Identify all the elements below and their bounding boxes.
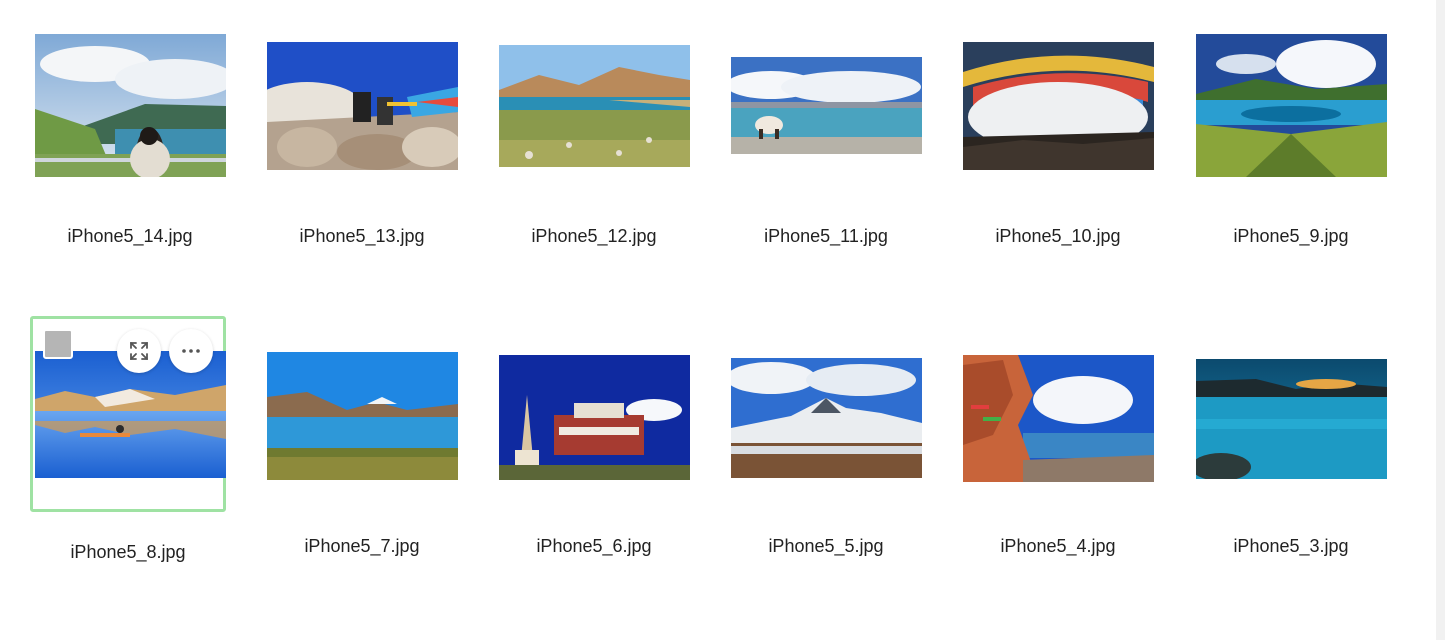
file-name-label[interactable]: iPhone5_13.jpg [299, 226, 425, 246]
thumbnail-frame[interactable] [960, 0, 1156, 196]
thumbnail-image[interactable] [963, 355, 1154, 482]
thumbnail-image[interactable] [1196, 34, 1387, 177]
thumbnail-image[interactable] [731, 57, 922, 154]
file-tile[interactable]: iPhone5_13.jpg [264, 0, 460, 270]
thumbnail-frame[interactable] [264, 0, 460, 196]
thumbnail-image[interactable] [499, 45, 690, 167]
thumbnail-image[interactable] [499, 355, 690, 480]
thumbnail-frame[interactable] [264, 310, 460, 506]
file-name-label[interactable]: iPhone5_5.jpg [768, 536, 884, 556]
thumbnail-frame[interactable] [728, 310, 924, 506]
thumbnail-image[interactable] [35, 34, 226, 177]
file-name-label[interactable]: iPhone5_6.jpg [536, 536, 652, 556]
thumbnail-frame[interactable] [960, 310, 1156, 506]
more-icon [180, 340, 202, 362]
file-name-label[interactable]: iPhone5_8.jpg [70, 542, 186, 562]
thumbnail-frame[interactable] [728, 0, 924, 196]
expand-icon [128, 340, 150, 362]
file-tile[interactable]: iPhone5_10.jpg [960, 0, 1156, 270]
file-tile[interactable]: iPhone5_14.jpg [32, 0, 228, 270]
thumbnail-frame[interactable] [30, 316, 226, 512]
thumbnail-frame[interactable] [32, 0, 228, 196]
file-tile[interactable]: iPhone5_3.jpg [1193, 310, 1389, 580]
file-name-label[interactable]: iPhone5_3.jpg [1233, 536, 1349, 556]
thumbnail-image[interactable] [963, 42, 1154, 170]
file-name-label[interactable]: iPhone5_9.jpg [1233, 226, 1349, 246]
file-name-label[interactable]: iPhone5_7.jpg [304, 536, 420, 556]
thumbnail-frame[interactable] [1193, 0, 1389, 196]
select-checkbox[interactable] [43, 329, 73, 359]
vertical-scrollbar[interactable] [1436, 0, 1445, 640]
thumbnail-image[interactable] [267, 352, 458, 480]
file-tile-selected[interactable]: iPhone5_8.jpg [30, 316, 226, 586]
file-tile[interactable]: iPhone5_12.jpg [496, 0, 692, 270]
file-name-label[interactable]: iPhone5_14.jpg [67, 226, 193, 246]
file-name-label[interactable]: iPhone5_11.jpg [764, 226, 888, 246]
file-tile[interactable]: iPhone5_7.jpg [264, 310, 460, 580]
thumbnail-image[interactable] [267, 42, 458, 170]
file-tile[interactable]: iPhone5_6.jpg [496, 310, 692, 580]
more-options-button[interactable] [169, 329, 213, 373]
file-name-label[interactable]: iPhone5_12.jpg [531, 226, 657, 246]
thumbnail-image[interactable] [1196, 359, 1387, 479]
file-tile[interactable]: iPhone5_5.jpg [728, 310, 924, 580]
file-name-label[interactable]: iPhone5_10.jpg [995, 226, 1121, 246]
file-tile[interactable]: iPhone5_4.jpg [960, 310, 1156, 580]
preview-button[interactable] [117, 329, 161, 373]
thumbnail-frame[interactable] [496, 0, 692, 196]
thumbnail-frame[interactable] [1193, 310, 1389, 506]
file-tile[interactable]: iPhone5_11.jpg [728, 0, 924, 270]
thumbnail-frame[interactable] [496, 310, 692, 506]
thumbnail-image[interactable] [731, 358, 922, 478]
file-name-label[interactable]: iPhone5_4.jpg [1000, 536, 1116, 556]
file-tile[interactable]: iPhone5_9.jpg [1193, 0, 1389, 270]
thumbnail-image[interactable] [35, 351, 226, 478]
